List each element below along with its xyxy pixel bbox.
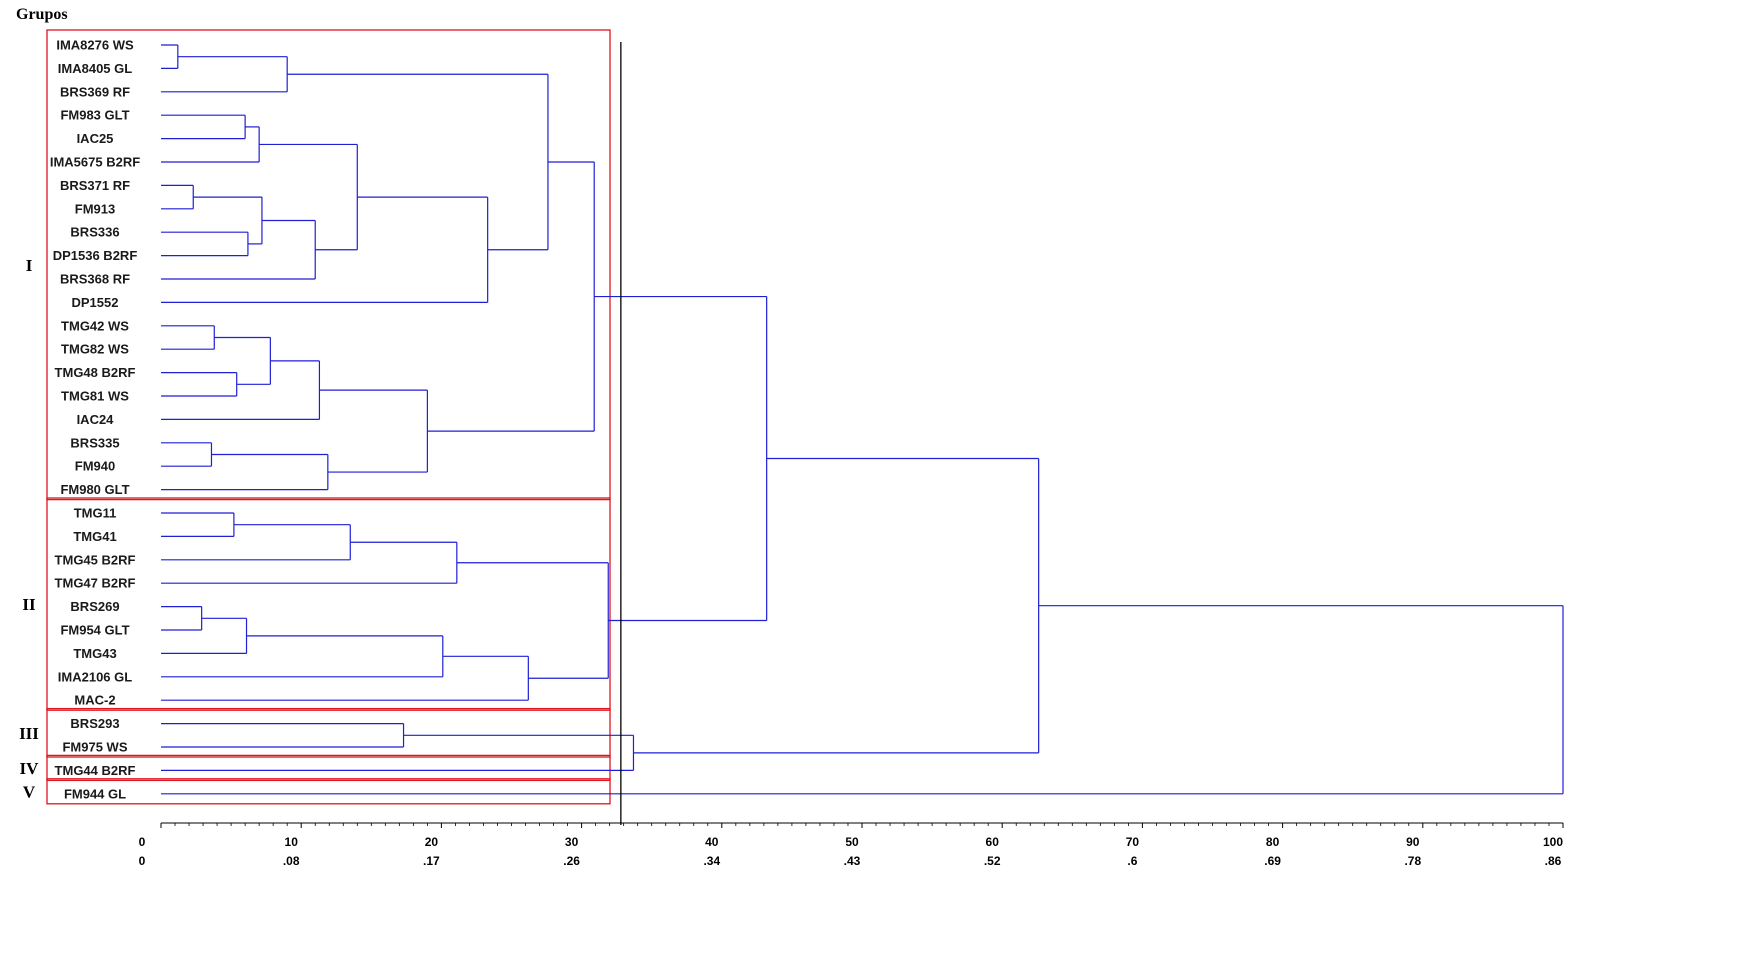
leaf-label: TMG47 B2RF — [55, 576, 136, 591]
leaf-label: FM940 — [75, 459, 115, 474]
x-tick-label-top: 90 — [1406, 835, 1420, 849]
leaf-label: FM975 WS — [62, 740, 127, 755]
x-tick-label-bottom: .34 — [703, 854, 720, 868]
leaf-label: TMG81 WS — [61, 389, 129, 404]
x-tick-label-bottom: .86 — [1545, 854, 1562, 868]
figure-title: Grupos — [16, 6, 68, 23]
leaf-label: DP1536 B2RF — [53, 248, 138, 263]
group-label: II — [22, 595, 36, 614]
leaf-label: BRS336 — [70, 225, 119, 240]
leaf-label: IMA8405 GL — [58, 61, 132, 76]
x-tick-label-bottom: .6 — [1127, 854, 1137, 868]
leaf-label: FM980 GLT — [60, 482, 129, 497]
group-label: I — [26, 256, 33, 275]
leaf-label: IMA5675 B2RF — [50, 155, 140, 170]
x-tick-label-top: 80 — [1266, 835, 1280, 849]
leaf-label: FM913 — [75, 201, 115, 216]
leaf-label: DP1552 — [72, 295, 119, 310]
x-tick-label-bottom: .69 — [1264, 854, 1281, 868]
leaf-label: TMG82 WS — [61, 342, 129, 357]
leaf-label: TMG41 — [73, 529, 116, 544]
x-tick-label-top: 30 — [565, 835, 579, 849]
leaf-label: TMG48 B2RF — [55, 365, 136, 380]
leaf-label: IMA8276 WS — [56, 38, 134, 53]
x-tick-label-top: 100 — [1543, 835, 1563, 849]
group-box-v — [46, 778, 611, 805]
leaf-label: BRS293 — [70, 716, 119, 731]
group-label: III — [19, 724, 39, 743]
x-tick-label-top: 40 — [705, 835, 719, 849]
leaf-label: IAC25 — [77, 131, 114, 146]
group-box-ii — [46, 497, 611, 711]
leaf-label: FM983 GLT — [60, 108, 129, 123]
x-tick-label-bottom: .78 — [1404, 854, 1421, 868]
leaf-label: BRS369 RF — [60, 84, 130, 99]
group-box-iv — [46, 754, 611, 782]
leaf-label: IMA2106 GL — [58, 669, 132, 684]
group-label: IV — [20, 759, 40, 778]
leaf-label: FM954 GLT — [60, 623, 129, 638]
x-tick-label-bottom: .52 — [984, 854, 1001, 868]
x-tick-label-top: 10 — [285, 835, 299, 849]
leaf-label: TMG11 — [74, 506, 117, 521]
leaf-label: BRS335 — [70, 435, 119, 450]
group-box-iii — [46, 707, 611, 758]
x-tick-label-top: 50 — [845, 835, 859, 849]
x-tick-label-top: 20 — [425, 835, 439, 849]
group-label: V — [23, 782, 36, 801]
group-box-i — [46, 29, 611, 501]
x-tick-label-top: 0 — [139, 835, 146, 849]
leaf-label: MAC-2 — [74, 693, 115, 708]
leaf-label: TMG44 B2RF — [55, 763, 136, 778]
leaf-label: IAC24 — [77, 412, 115, 427]
x-tick-label-top: 60 — [986, 835, 1000, 849]
leaf-label: BRS269 — [70, 599, 119, 614]
leaf-label: FM944 GL — [64, 786, 126, 801]
leaf-label: TMG42 WS — [61, 318, 129, 333]
x-tick-label-top: 70 — [1126, 835, 1140, 849]
leaf-label: BRS368 RF — [60, 272, 130, 287]
x-tick-label-bottom: 0 — [139, 854, 146, 868]
x-tick-label-bottom: .43 — [844, 854, 861, 868]
leaf-label: BRS371 RF — [60, 178, 130, 193]
x-tick-label-bottom: .26 — [563, 854, 580, 868]
x-tick-label-bottom: .08 — [283, 854, 300, 868]
x-tick-label-bottom: .17 — [423, 854, 440, 868]
leaf-label: TMG45 B2RF — [55, 552, 136, 567]
leaf-label: TMG43 — [73, 646, 116, 661]
